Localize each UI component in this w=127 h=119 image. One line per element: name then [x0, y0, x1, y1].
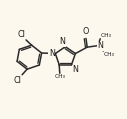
Text: CH₃: CH₃: [54, 74, 65, 79]
Text: N: N: [98, 41, 103, 50]
Text: O: O: [83, 27, 89, 36]
Text: CH₃: CH₃: [104, 52, 115, 57]
Text: CH₃: CH₃: [100, 33, 112, 38]
Text: N: N: [59, 37, 65, 46]
Text: N: N: [72, 65, 78, 74]
Text: N: N: [49, 49, 55, 58]
Text: Cl: Cl: [18, 30, 26, 39]
Text: Cl: Cl: [14, 76, 22, 85]
